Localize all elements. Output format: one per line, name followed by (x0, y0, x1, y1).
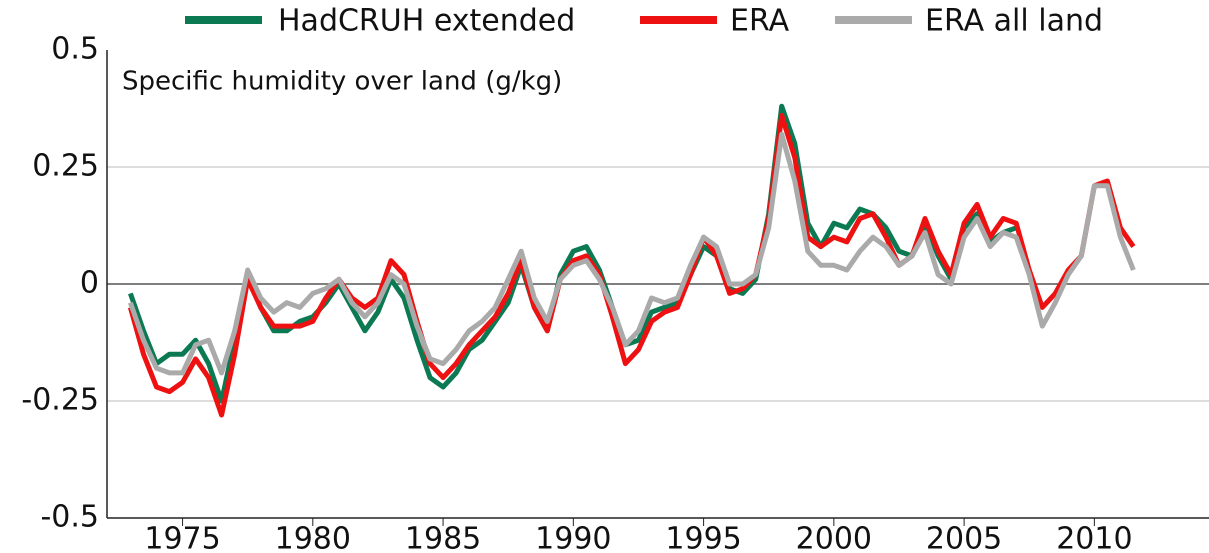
x-tick-label: 1975 (144, 522, 220, 553)
x-tick-label: 2010 (1056, 522, 1132, 553)
series-line (128, 131, 1136, 376)
x-tick-label: 2005 (926, 522, 1002, 553)
annotation: Specific humidity over land (g/kg) (122, 67, 562, 97)
y-tick-label: 0 (80, 266, 99, 301)
y-tick-label: 0.25 (32, 149, 99, 184)
legend-label: ERA (730, 4, 790, 39)
legend-label: HadCRUH extended (278, 4, 575, 39)
x-tick-label: 2000 (796, 522, 872, 553)
y-tick-label: -0.25 (21, 383, 99, 418)
y-tick-label: 0.5 (51, 32, 99, 67)
series-line (127, 113, 1136, 418)
legend-label: ERA all land (925, 4, 1103, 39)
x-tick-label: 1990 (535, 522, 611, 553)
series-line (128, 103, 1018, 404)
x-tick-label: 1995 (665, 522, 741, 553)
x-tick-label: 1985 (405, 522, 481, 553)
y-tick-label: -0.5 (40, 500, 99, 535)
x-tick-label: 1980 (275, 522, 351, 553)
